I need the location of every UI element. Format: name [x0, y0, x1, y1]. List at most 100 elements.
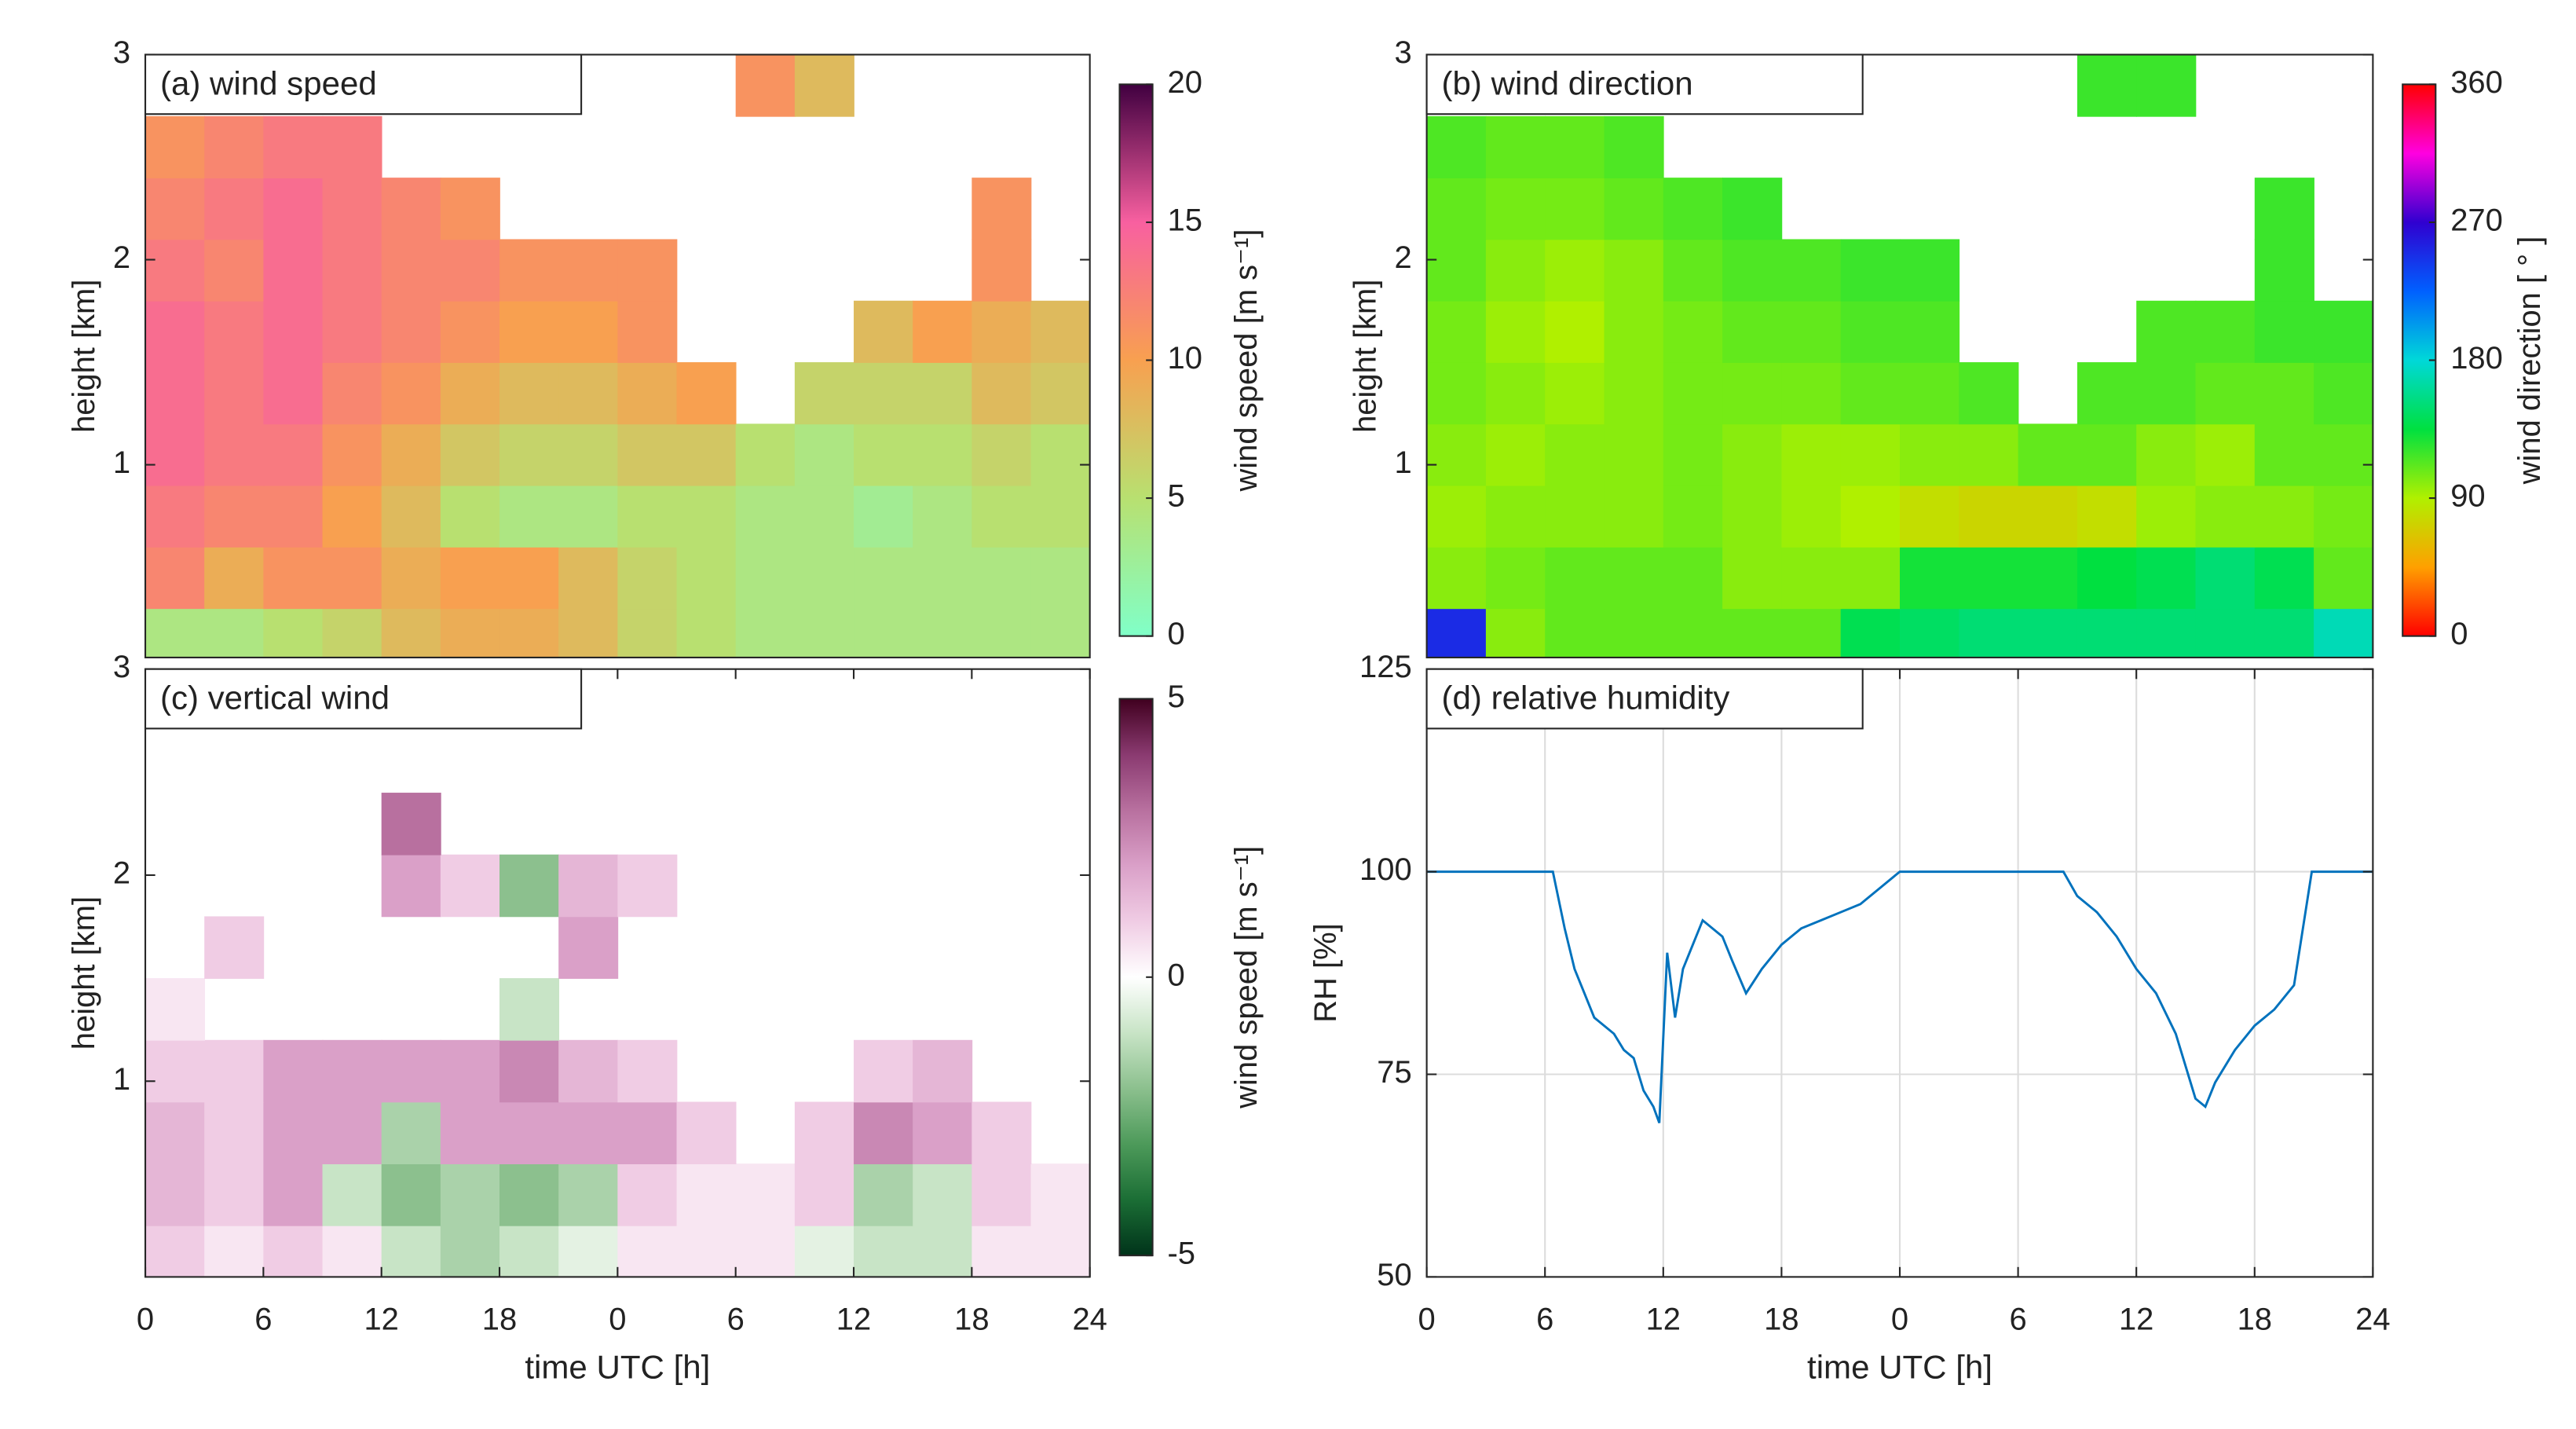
heatmap-cell	[971, 239, 1032, 302]
y-tick-label: 1	[113, 1062, 130, 1097]
heatmap-cell	[558, 485, 619, 548]
title-box	[144, 668, 583, 730]
heatmap-cell	[381, 854, 441, 918]
heatmap-cell	[1722, 178, 1783, 240]
heatmap-cell	[558, 239, 619, 302]
heatmap-cell	[794, 1163, 854, 1226]
heatmap-cell	[1840, 423, 1901, 486]
heatmap-cell	[322, 300, 382, 363]
heatmap-cell	[381, 423, 441, 486]
heatmap-cell	[854, 1163, 914, 1226]
heatmap-cell	[1663, 362, 1723, 425]
heatmap-cell	[2136, 547, 2197, 610]
heatmap-cell	[1604, 362, 1664, 425]
heatmap-cell	[2018, 608, 2078, 658]
heatmap-cell	[617, 362, 678, 425]
x-tick-label: 6	[727, 1303, 745, 1337]
heatmap-cell	[1663, 608, 1723, 658]
heatmap-cell	[204, 916, 265, 979]
heatmap-cell	[617, 485, 678, 548]
heatmap-cell	[499, 608, 560, 658]
colorbar-tick-label: 15	[1168, 203, 1202, 237]
heatmap-cell	[381, 1039, 441, 1103]
heatmap-cell	[971, 423, 1032, 486]
heatmap-cell	[913, 362, 973, 425]
heatmap-cell	[794, 608, 854, 658]
heatmap-cell	[854, 1225, 914, 1277]
plot-area	[1426, 54, 2373, 658]
heatmap-cell	[2254, 547, 2314, 610]
heatmap-cell	[1545, 178, 1605, 240]
x-tick-label: 0	[1418, 1303, 1436, 1337]
heatmap-cell	[381, 178, 441, 240]
heatmap-cell	[381, 547, 441, 610]
heatmap-cell	[1030, 608, 1090, 658]
heatmap-cell	[1840, 608, 1901, 658]
heatmap-cell	[322, 115, 382, 178]
heatmap-cell	[676, 1225, 737, 1277]
heatmap-cell	[204, 115, 265, 178]
x-tick-label: 0	[1891, 1303, 1908, 1337]
heatmap-cell	[145, 300, 206, 363]
heatmap-cell	[440, 608, 500, 658]
heatmap-cell	[1485, 362, 1546, 425]
heatmap-cell	[1722, 362, 1783, 425]
heatmap-cell	[2136, 362, 2197, 425]
heatmap-cell	[794, 1225, 854, 1277]
heatmap-cell	[794, 485, 854, 548]
x-tick-label: 6	[254, 1303, 272, 1337]
heatmap-cell	[913, 1225, 973, 1277]
heatmap-cell	[1781, 239, 1842, 302]
title-box	[1425, 53, 1864, 115]
heatmap-cell	[735, 608, 796, 658]
heatmap-cell	[1545, 423, 1605, 486]
heatmap-cell	[1900, 239, 1960, 302]
heatmap-cell	[1604, 115, 1664, 178]
heatmap-cell	[913, 300, 973, 363]
heatmap-cell	[1030, 1225, 1090, 1277]
heatmap-cell	[971, 178, 1032, 240]
heatmap-cell	[1426, 178, 1487, 240]
heatmap-cell	[735, 485, 796, 548]
heatmap-cell	[381, 793, 441, 856]
heatmap-cell	[1663, 485, 1723, 548]
heatmap-cell	[204, 1101, 265, 1165]
heatmap-cell	[1604, 239, 1664, 302]
y-tick-label: 1	[113, 445, 130, 480]
heatmap-cell	[2018, 423, 2078, 486]
panel-title: (d) relative humidity	[1442, 680, 1730, 716]
heatmap-cell	[322, 239, 382, 302]
heatmap-cell	[558, 547, 619, 610]
heatmap-cell	[322, 178, 382, 240]
heatmap-cell	[617, 547, 678, 610]
heatmap-cell	[1545, 547, 1605, 610]
heatmap-cell	[617, 608, 678, 658]
heatmap-cell	[499, 1163, 560, 1226]
x-tick-label: 12	[2119, 1303, 2153, 1337]
heatmap-cell	[381, 1163, 441, 1226]
heatmap-cell	[204, 485, 265, 548]
heatmap-cell	[145, 978, 206, 1041]
colorbar-label: wind speed [m s⁻¹]	[1229, 846, 1264, 1109]
heatmap-cell	[2254, 300, 2314, 363]
heatmap-cell	[1604, 608, 1664, 658]
heatmap-cell	[676, 608, 737, 658]
heatmap-cell	[854, 362, 914, 425]
heatmap-cell	[1030, 1163, 1090, 1226]
heatmap-cell	[322, 1039, 382, 1103]
heatmap-cell	[263, 1225, 324, 1277]
heatmap-cell	[913, 1039, 973, 1103]
heatmap-cell	[263, 115, 324, 178]
heatmap-cell	[145, 1039, 206, 1103]
heatmap-cell	[204, 362, 265, 425]
heatmap-cell	[1426, 423, 1487, 486]
heatmap-cell	[499, 485, 560, 548]
heatmap-cell	[2195, 485, 2256, 548]
heatmap-cell	[381, 1101, 441, 1165]
heatmap-cell	[263, 485, 324, 548]
heatmap-cell	[854, 1101, 914, 1165]
heatmap-cell	[381, 1225, 441, 1277]
colorbar-tick-label: 180	[2450, 341, 2503, 376]
heatmap-cell	[971, 547, 1032, 610]
heatmap-cell	[913, 423, 973, 486]
